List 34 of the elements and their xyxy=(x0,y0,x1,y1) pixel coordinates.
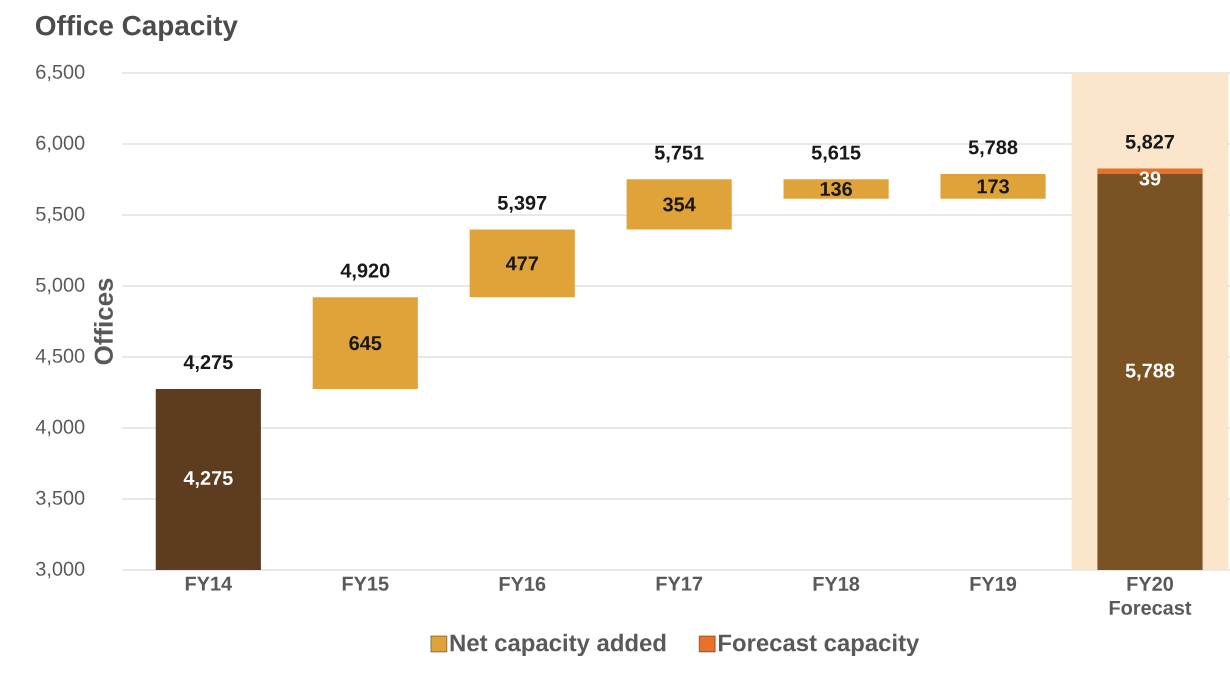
x-tick-label: FY14 xyxy=(185,576,233,591)
annotation: 4,920 xyxy=(340,263,390,281)
x-tick-label: FY18 xyxy=(813,576,860,591)
data-label: 173 xyxy=(977,179,1009,194)
annotation: 4,275 xyxy=(183,355,233,373)
annotation: 5,788 xyxy=(968,140,1018,158)
legend-label: Net capacity added xyxy=(450,633,666,657)
data-label: 4,275 xyxy=(183,470,233,488)
data-label: 136 xyxy=(820,181,852,197)
x-tick-label: FY19 xyxy=(970,576,1017,591)
data-label: 5,788 xyxy=(1125,363,1175,381)
annotation: 5,751 xyxy=(654,145,704,163)
y-tick-label: 3,500 xyxy=(36,490,85,508)
y-axis-title: Offices xyxy=(93,278,113,365)
x-tick-label: FY17 xyxy=(656,576,703,591)
x-tick-label: FY16 xyxy=(499,576,546,591)
data-label: 39 xyxy=(1139,171,1161,186)
annotation: 5,615 xyxy=(811,145,861,163)
y-tick-label: 4,000 xyxy=(35,419,85,437)
data-label: 477 xyxy=(505,256,538,271)
annotation: 5,827 xyxy=(1125,134,1175,152)
y-tick-label: 5,000 xyxy=(36,277,85,295)
data-label: 354 xyxy=(662,197,696,212)
chart-title: Office Capacity xyxy=(35,15,238,41)
data-label: 645 xyxy=(349,336,382,351)
x-tick-label: FY20 Forecast xyxy=(1109,576,1192,615)
y-tick-label: 6,000 xyxy=(36,135,85,153)
annotation: 5,397 xyxy=(497,195,547,213)
y-tick-label: 5,500 xyxy=(36,206,85,224)
legend-label: Forecast capacity xyxy=(718,633,920,657)
y-tick-label: 6,500 xyxy=(36,64,85,82)
x-tick-label: FY15 xyxy=(342,576,389,591)
y-tick-label: 3,000 xyxy=(36,561,85,579)
y-tick-label: 4,500 xyxy=(35,348,85,366)
